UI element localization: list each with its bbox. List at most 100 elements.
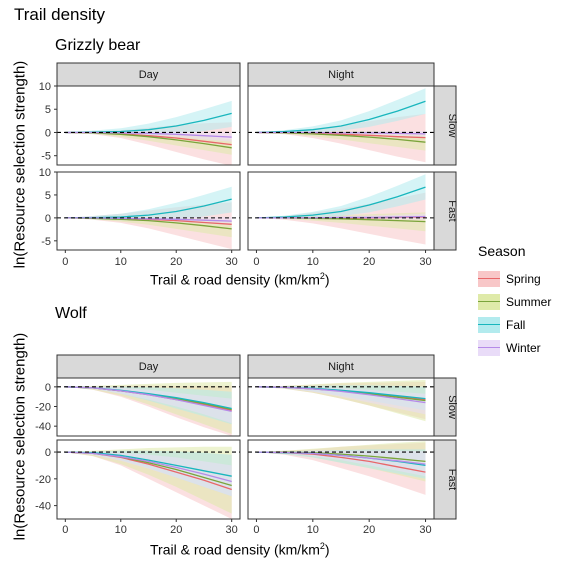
grizzly-panel-night-fast: 0 10 20 30 <box>247 171 435 268</box>
legend-item-winter: Winter <box>478 336 551 359</box>
wolf-x-axis-label-text: Trail & road density (km/km <box>150 541 320 558</box>
grizzly-block-title: Grizzly bear <box>55 37 141 54</box>
grizzly-panel-day-fast-ytick-label-0: 0 <box>45 213 51 225</box>
grizzly-strip-label-fast: Fast <box>446 200 458 221</box>
grizzly-panel-day-slow-ytick-label-5: 5 <box>45 104 51 116</box>
grizzly-panel-night-slow-border <box>247 85 435 166</box>
grizzly-panel-night-fast-xtick-label-10: 10 <box>307 256 319 268</box>
grizzly-panel-day-fast-border <box>56 171 241 251</box>
wolf-panel-night-fast: 0 10 20 30 <box>247 439 435 536</box>
wolf-panel-day-fast-line-winter <box>65 451 232 483</box>
grizzly-panel-night-fast-border <box>247 171 435 251</box>
legend-key-winter <box>478 339 500 356</box>
grizzly-x-axis-label-sup: 2 <box>319 271 325 281</box>
wolf-panel-night-fast-border <box>247 439 435 520</box>
legend-label-fall: Fall <box>506 317 526 332</box>
grizzly-panel-day-fast: -5 0 5 10 0 10 20 30 <box>39 167 241 268</box>
grizzly-panel-day-fast-ytick-label-10: 10 <box>39 167 51 179</box>
grizzly-strip-label-slow: Slow <box>446 114 458 138</box>
grizzly-panel-night-slow-ribbon-fall <box>256 88 426 133</box>
grizzly-panel-night-fast-ribbon-fall <box>256 174 426 219</box>
wolf-panel-day-fast-xtick-label-30: 30 <box>226 524 238 536</box>
grizzly-panel-day-slow-ytick-label--5: -5 <box>41 151 51 163</box>
wolf-panel-day-fast-xtick-label-10: 10 <box>115 524 127 536</box>
grizzly-panel-day-fast-xtick-label-30: 30 <box>226 256 238 268</box>
legend-key-fall <box>478 316 500 333</box>
legend-item-spring: Spring <box>478 267 551 290</box>
wolf-panel-night-slow-border <box>247 377 435 437</box>
legend: Season Spring Summer Fall Winter <box>478 243 551 359</box>
legend-item-fall: Fall <box>478 313 551 336</box>
wolf-block-title: Wolf <box>55 305 87 322</box>
grizzly-panel-day-slow-ytick-label-10: 10 <box>39 81 51 93</box>
legend-items: Spring Summer Fall Winter <box>478 267 551 359</box>
grizzly-panel-night-fast-line-fall <box>256 186 426 219</box>
wolf-panel-day-slow-ytick-label-0: 0 <box>45 382 51 394</box>
grizzly-panel-night-slow-line-fall <box>256 100 426 134</box>
legend-label-winter: Winter <box>506 340 541 355</box>
wolf-strip-label-fast: Fast <box>446 469 458 490</box>
legend-label-spring: Spring <box>506 271 541 286</box>
wolf-strip-label-day: Day <box>139 361 159 373</box>
wolf-panel-day-fast-ribbon-winter <box>65 452 232 497</box>
wolf-panel-day-slow: -40 -20 0 <box>35 377 241 437</box>
wolf-panel-day-fast-ytick-label--20: -20 <box>35 474 51 486</box>
grizzly-panel-night-fast-marks <box>248 174 434 245</box>
wolf-panel-day-fast-ytick-label--40: -40 <box>35 501 51 513</box>
wolf-panel-night-fast-xtick-label-0: 0 <box>253 524 259 536</box>
grizzly-panel-day-fast-ribbon-fall <box>65 186 232 221</box>
legend-item-summer: Summer <box>478 290 551 313</box>
grizzly-panel-day-slow-border <box>56 85 241 166</box>
wolf-strip-label-slow: Slow <box>446 395 458 419</box>
grizzly-panel-night-slow <box>247 85 435 166</box>
grizzly-panel-day-slow-ribbon-fall <box>65 100 232 136</box>
grizzly-panel-day-slow-ribbon-winter <box>65 131 232 142</box>
grizzly-x-axis-label-text: Trail & road density (km/km <box>150 271 320 288</box>
wolf-panel-day-fast-xtick-label-20: 20 <box>170 524 182 536</box>
wolf-panel-day-fast: -40 -20 0 0 10 20 30 <box>35 439 241 536</box>
grizzly-panel-day-fast-xtick-label-20: 20 <box>170 256 182 268</box>
wolf-panel-day-fast-ytick-label-0: 0 <box>45 447 51 459</box>
grizzly-panel-day-slow-ytick-label-0: 0 <box>45 127 51 139</box>
legend-key-spring <box>478 270 500 287</box>
grizzly-panel-night-fast-xtick-label-20: 20 <box>363 256 375 268</box>
wolf-panel-night-fast-xtick-label-30: 30 <box>419 524 431 536</box>
wolf-panel-night-slow-marks <box>248 380 434 422</box>
wolf-panel-day-fast-border <box>56 439 241 520</box>
wolf-panel-day-slow-ytick-label--40: -40 <box>35 421 51 433</box>
wolf-panel-day-slow-line-winter <box>65 386 232 413</box>
wolf-x-axis-label-sup: 2 <box>319 541 325 551</box>
grizzly-x-axis-label: Trail & road density (km/km2) <box>150 271 330 288</box>
grizzly-panel-night-fast-xtick-label-0: 0 <box>253 256 259 268</box>
grizzly-panel-day-slow: -5 0 5 10 <box>39 81 241 166</box>
grizzly-panel-day-fast-ytick-label--5: -5 <box>41 236 51 248</box>
grizzly-panel-day-slow-marks <box>57 100 240 165</box>
wolf-panel-day-fast-marks <box>57 446 240 519</box>
wolf-panel-night-fast-xtick-label-10: 10 <box>307 524 319 536</box>
grizzly-panel-day-fast-ribbon-winter <box>65 217 232 226</box>
legend-title: Season <box>478 243 526 259</box>
wolf-strip-label-night: Night <box>328 361 354 373</box>
wolf-panel-day-slow-ribbon-winter <box>65 386 232 424</box>
grizzly-panel-night-slow-marks <box>248 88 434 163</box>
grizzly-panel-night-fast-xtick-label-30: 30 <box>419 256 431 268</box>
grizzly-panel-day-fast-xtick-label-0: 0 <box>62 256 68 268</box>
wolf-x-axis-label: Trail & road density (km/km2) <box>150 541 330 558</box>
grizzly-strip-label-night: Night <box>328 69 354 81</box>
wolf-x-axis-label-close: ) <box>324 541 330 558</box>
grizzly-x-axis-label-close: ) <box>324 271 330 288</box>
wolf-panel-night-fast-marks <box>248 441 434 495</box>
wolf-panel-night-fast-xtick-label-20: 20 <box>363 524 375 536</box>
grizzly-panel-day-fast-marks <box>57 186 240 250</box>
grizzly-panel-day-fast-ytick-label-5: 5 <box>45 190 51 202</box>
grizzly-panel-day-fast-xtick-label-10: 10 <box>115 256 127 268</box>
wolf-panel-day-slow-marks <box>57 381 240 436</box>
wolf-panel-day-fast-xtick-label-0: 0 <box>62 524 68 536</box>
legend-label-summer: Summer <box>506 294 552 309</box>
wolf-panel-day-fast-line-fall <box>65 451 232 477</box>
wolf-panel-day-slow-ytick-label--20: -20 <box>35 402 51 414</box>
grizzly-strip-label-day: Day <box>139 69 159 81</box>
legend-key-summer <box>478 293 500 310</box>
page-title: Trail density <box>14 5 106 24</box>
